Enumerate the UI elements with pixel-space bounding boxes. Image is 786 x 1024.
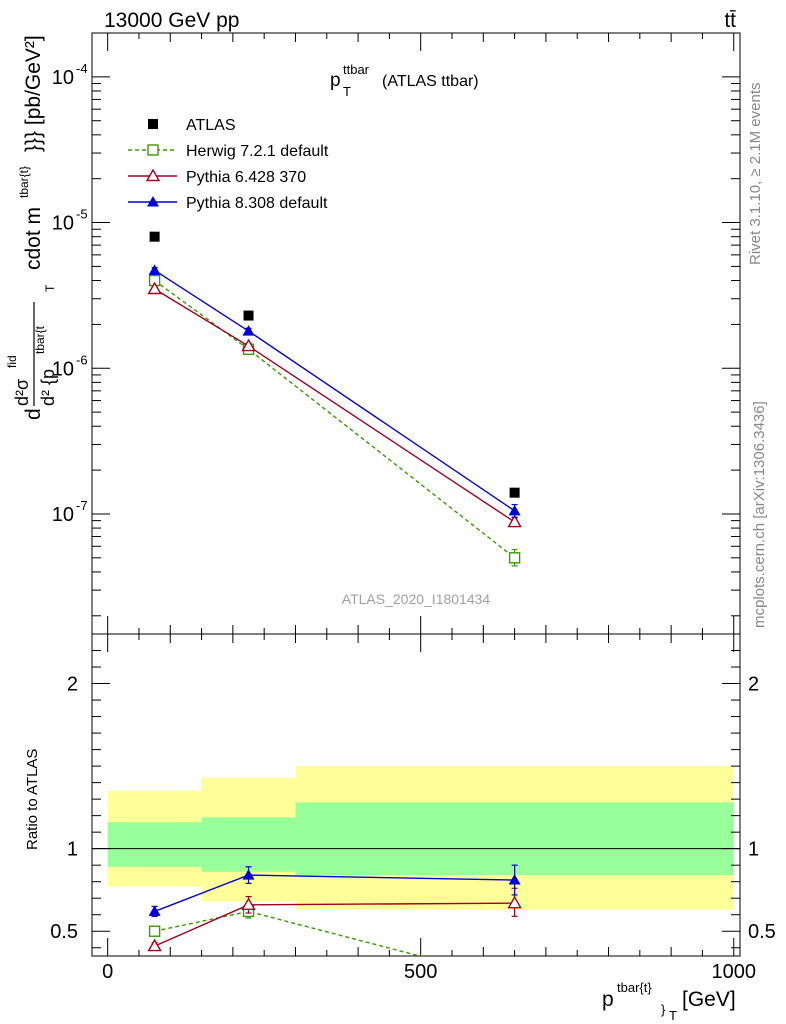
pythia8-point	[508, 504, 521, 516]
atlas-point	[149, 231, 160, 242]
herwig-point	[508, 552, 521, 564]
pythia6-point	[241, 338, 256, 352]
pythia6-point	[507, 895, 522, 909]
plot-title-rest: (ATLAS ttbar)	[382, 73, 479, 90]
main-y-tick-label: 10	[52, 213, 74, 235]
uncertainty-bands	[107, 766, 734, 910]
xlabel-main: p	[602, 988, 614, 1011]
legend-label-herwig: Herwig 7.2.1 default	[186, 143, 329, 160]
legend-marker-atlas	[148, 119, 158, 129]
ylabel-d: d	[22, 408, 45, 420]
legend-label-pythia6: Pythia 6.428 370	[186, 169, 306, 186]
x-tick-label: 1000	[711, 961, 756, 983]
legend-label-pythia8: Pythia 8.308 default	[186, 195, 328, 212]
ylabel-denominator-sub: T	[43, 284, 57, 292]
ylabel-numerator-sup: fid	[5, 355, 19, 368]
pythia8-point	[508, 874, 521, 885]
ratio-plot-frame	[91, 633, 741, 957]
ylabel-tail: }}} [pb/GeV²]	[22, 35, 45, 152]
x-tick-label: 500	[404, 961, 437, 983]
series-pythia6	[147, 281, 522, 528]
pythia6-point	[147, 281, 162, 295]
legend-marker-pythia6	[145, 168, 161, 182]
pythia8-point	[242, 325, 255, 336]
plot-title: p ttbar T (ATLAS ttbar)	[330, 62, 479, 99]
main-y-tick-label: 10	[52, 504, 74, 526]
process-label: tt̄	[724, 9, 736, 32]
series-atlas	[149, 231, 520, 498]
beam-label: 13000 GeV pp	[104, 9, 239, 32]
ylabel-denominator: d² {p	[38, 369, 58, 406]
series-pythia6	[147, 887, 522, 952]
xlabel-sub: }	[661, 1002, 666, 1017]
ylabel-mid: cdot m	[22, 207, 45, 270]
legend-marker-pythia8	[147, 196, 159, 207]
ratio-y-tick-label-right: 0.5	[748, 921, 776, 943]
xlabel-unit: [GeV]	[682, 988, 736, 1011]
main-y-tick-exponent: -5	[76, 207, 88, 222]
ratio-y-tick-label: 1	[67, 839, 78, 861]
main-y-tick-label: 10	[52, 358, 74, 380]
pythia8-line	[154, 269, 516, 512]
xlabel-sub2: T	[669, 1008, 677, 1023]
main-y-axis-label: d d²σ fid d² {p tbar{t T cdot m tbar{t} …	[5, 35, 58, 420]
x-axis-label: p tbar{t} } T [GeV]	[602, 980, 736, 1023]
main-y-tick-exponent: -4	[76, 61, 88, 76]
herwig-line	[154, 279, 516, 559]
inner-uncertainty-band	[295, 802, 734, 876]
pythia8-point	[148, 264, 161, 275]
plot-title-sup: ttbar	[343, 62, 370, 77]
series-herwig	[148, 273, 521, 567]
rivet-version-label: Rivet 3.1.10, ≥ 2.1M events	[747, 83, 764, 266]
series-pythia8	[148, 864, 521, 917]
mcplots-label: mcplots.cern.ch [arXiv:1306.3436]	[751, 401, 768, 628]
inner-uncertainty-band	[201, 817, 296, 872]
main-y-tick-exponent: -7	[76, 498, 88, 513]
ratio-y-tick-label-right: 2	[748, 674, 759, 696]
atlas-point	[509, 487, 520, 498]
xlabel-sup: tbar{t}	[617, 980, 652, 995]
main-axis-ticks: 10-710-610-510-4	[52, 32, 740, 634]
pythia6-point	[241, 897, 256, 911]
ratio-y-tick-label: 2	[67, 674, 78, 696]
pythia6-point	[147, 938, 162, 952]
atlas-point	[243, 310, 254, 321]
inner-uncertainty-band	[107, 822, 202, 867]
herwig-point	[510, 976, 520, 986]
pythia8-point	[148, 905, 161, 916]
pythia6-point	[507, 514, 522, 528]
series-pythia8	[148, 264, 521, 518]
pythia6-line	[154, 288, 515, 523]
series-herwig	[148, 904, 520, 986]
analysis-id-label: ATLAS_2020_I1801434	[342, 591, 491, 607]
ratio-y-axis-label: Ratio to ATLAS	[24, 749, 41, 850]
legend-label-atlas: ATLAS	[186, 117, 236, 134]
ratio-y-tick-label: 0.5	[50, 921, 78, 943]
legend: ATLAS Herwig 7.2.1 default Pythia 6.428 …	[128, 117, 329, 212]
ratio-axis-ticks: 0.5 0.5 1 1 2 2 0 500 1000	[50, 634, 776, 983]
ratio-series-layer	[147, 864, 522, 986]
herwig-point	[148, 925, 161, 937]
ylabel-numerator: d²σ	[12, 379, 32, 406]
plot-title-main: p	[330, 70, 341, 91]
x-tick-label: 0	[102, 961, 113, 983]
plot-title-sub: T	[343, 84, 351, 99]
ylabel-denominator-sup: tbar{t	[33, 325, 47, 354]
legend-marker-herwig	[147, 144, 159, 156]
main-y-tick-label: 10	[52, 67, 74, 89]
ratio-y-tick-label-right: 1	[748, 839, 759, 861]
main-y-tick-exponent: -6	[76, 352, 88, 367]
main-series-layer	[147, 231, 522, 567]
pythia8-point	[242, 869, 255, 880]
ylabel-mid-sup: tbar{t}	[17, 166, 31, 198]
herwig-line	[154, 910, 423, 956]
